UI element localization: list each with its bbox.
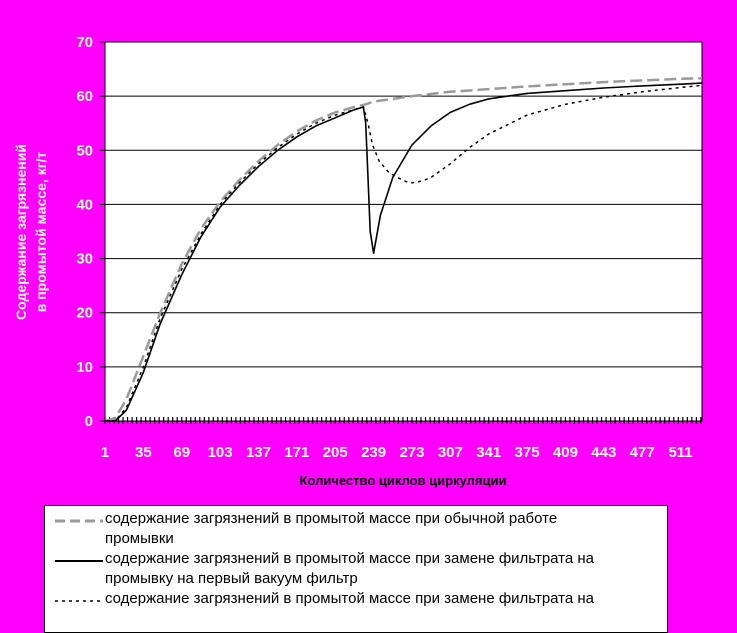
legend-label-line2: промывку на первый вакуум фильтр	[105, 570, 358, 587]
y-axis-title: Содержание загрязнений в промытой массе,…	[13, 144, 49, 320]
x-tick-label: 69	[173, 444, 190, 461]
series-lines	[104, 77, 703, 423]
x-axis-title: Количество циклов циркуляции	[300, 473, 507, 488]
y-tick-label: 60	[76, 88, 93, 105]
series-line-dotted	[105, 84, 703, 422]
chart: 0 10 20 30 40 50 60 70 1 35 69 103 137 171 205 239 273 3…	[13, 34, 703, 488]
x-tick-label: 1	[101, 444, 109, 461]
x-tick-label: 375	[515, 444, 540, 461]
x-tick-label: 35	[135, 444, 152, 461]
y-axis-title-line1: Содержание загрязнений	[13, 144, 29, 320]
y-tick-label: 40	[76, 196, 93, 213]
x-tick-label: 205	[323, 444, 348, 461]
y-tick-label: 10	[76, 359, 93, 376]
x-tick-label: 307	[438, 444, 463, 461]
y-tick-label: 20	[76, 305, 93, 322]
x-tick-label: 443	[591, 444, 616, 461]
x-tick-label: 239	[361, 444, 386, 461]
series-line-solid	[105, 82, 703, 422]
legend-label: содержание загрязнений в промытой массе …	[105, 549, 665, 589]
legend-swatch-dotted	[55, 600, 103, 602]
x-axis-ticks: 1 35 69 103 137 171 205 239 273 307 341 375 409 443 47…	[101, 417, 702, 461]
legend-swatch-solid	[55, 560, 103, 562]
legend-label: содержание загрязнений в промытой массе …	[105, 589, 665, 609]
series-line-dashed	[104, 77, 703, 423]
plot-area	[104, 41, 703, 422]
legend-label-line1: содержание загрязнений в промытой массе …	[105, 590, 595, 607]
x-tick-label: 511	[668, 444, 692, 461]
x-tick-label: 137	[246, 444, 271, 461]
y-tick-label: 30	[76, 251, 93, 268]
y-tick-label: 0	[85, 413, 93, 430]
x-tick-label: 171	[284, 444, 309, 461]
legend-label-line2: промывки	[105, 530, 174, 547]
legend-label-line1: содержание загрязнений в промытой массе …	[105, 550, 595, 567]
legend-label: содержание загрязнений в промытой массе …	[105, 509, 665, 549]
legend-swatch-dashed	[55, 519, 103, 523]
y-tick-label: 50	[76, 142, 93, 159]
x-tick-label: 477	[630, 444, 655, 461]
y-axis-title-line2: в промытой массе, кг/т	[33, 152, 49, 313]
x-tick-label: 341	[476, 444, 501, 461]
x-tick-label: 273	[399, 444, 424, 461]
y-axis-ticks: 0 10 20 30 40 50 60 70	[76, 34, 105, 430]
legend: содержание загрязнений в промытой массе …	[44, 505, 668, 633]
x-tick-label: 103	[208, 444, 233, 461]
y-tick-label: 70	[76, 34, 93, 51]
legend-label-line1: содержание загрязнений в промытой массе …	[105, 510, 558, 527]
x-tick-label: 409	[553, 444, 578, 461]
